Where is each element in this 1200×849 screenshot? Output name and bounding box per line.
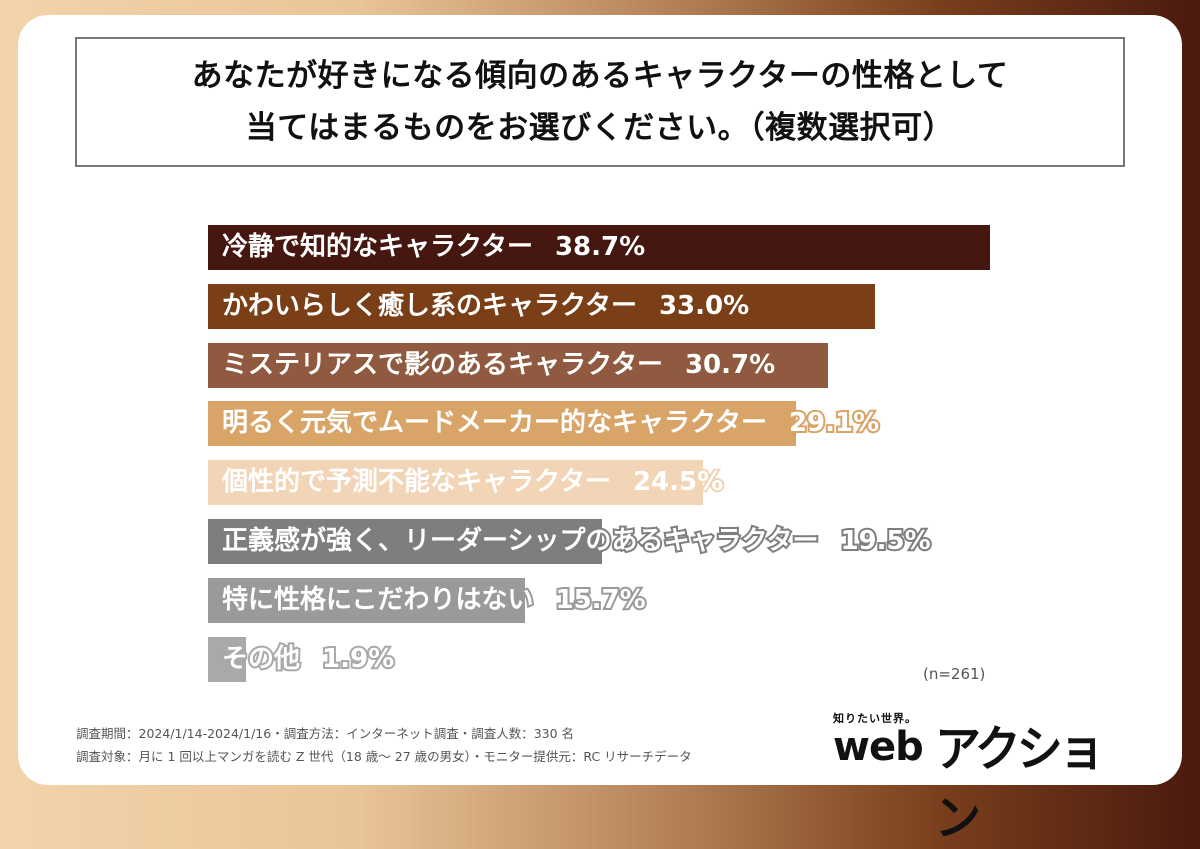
category-label: 冷静で知的なキャラクター: [220, 230, 535, 264]
bar-label: ミステリアスで影のあるキャラクター 30.7%: [220, 343, 777, 388]
bar-row: 特に性格にこだわりはない 15.7%: [208, 577, 1108, 623]
question-title-line-1: あなたが好きになる傾向のあるキャラクターの性格として: [191, 58, 1009, 94]
category-label: 特に性格にこだわりはない: [220, 583, 535, 617]
bar-row: 明るく元気でムードメーカー的なキャラクター 29.1%: [208, 401, 1108, 447]
bar: [208, 342, 829, 388]
bar-label: かわいらしく癒し系のキャラクター 33.0%: [220, 284, 751, 329]
bar-label: 正義感が強く、リーダーシップのあるキャラクター 19.5%: [220, 519, 933, 564]
bar-label: 個性的で予測不能なキャラクター 24.5%: [220, 460, 725, 505]
bar-label: 明るく元気でムードメーカー的なキャラクター 29.1%: [220, 401, 881, 446]
category-label: 明るく元気でムードメーカー的なキャラクター: [220, 406, 769, 440]
bar-row: 正義感が強く、リーダーシップのあるキャラクター 19.5%: [208, 519, 1108, 564]
bar-label: 冷静で知的なキャラクター 38.7%: [220, 225, 647, 270]
survey-footnote: 調査期間：2024/1/14-2024/1/16・調査方法：インターネット調査・…: [76, 722, 692, 768]
bar-label: 特に性格にこだわりはない 15.7%: [220, 578, 648, 623]
survey-period-method: 調査期間：2024/1/14-2024/1/16・調査方法：インターネット調査・…: [76, 726, 575, 741]
bar: [208, 225, 990, 270]
category-label: その他: [220, 642, 302, 676]
bar: [208, 401, 796, 447]
value-label: 15.7%: [553, 583, 647, 617]
web-action-logo: 知りたい世界。 web アクション: [833, 708, 1133, 846]
category-label: 正義感が強く、リーダーシップのあるキャラクター: [220, 524, 820, 558]
bar: [208, 519, 603, 564]
bar: [208, 577, 526, 623]
logo-tagline: 知りたい世界。: [833, 712, 917, 725]
bar: [208, 460, 704, 506]
bar-row: ミステリアスで影のあるキャラクター 30.7%: [208, 342, 1108, 388]
bar: [208, 636, 247, 682]
bar-row: その他 1.9%: [208, 636, 1108, 682]
question-title-line-2: 当てはまるものをお選びください。（複数選択可）: [245, 110, 955, 146]
bar-row: 個性的で予測不能なキャラクター 24.5%: [208, 460, 1108, 506]
logo-web-text: web: [833, 724, 924, 770]
survey-target-source: 調査対象：月に 1 回以上マンガを読む Z 世代（18 歳〜 27 歳の男女）・…: [76, 749, 692, 764]
value-label: 30.7%: [683, 348, 777, 382]
value-label: 29.1%: [787, 406, 881, 440]
category-label: かわいらしく癒し系のキャラクター: [220, 289, 639, 323]
bar-label: その他 1.9%: [220, 637, 396, 682]
value-label: 1.9%: [320, 642, 396, 676]
bar: [208, 283, 875, 329]
bar-row: かわいらしく癒し系のキャラクター 33.0%: [208, 283, 1108, 329]
value-label: 38.7%: [553, 230, 647, 264]
value-label: 24.5%: [631, 465, 725, 499]
logo-kana-text: アクション: [935, 720, 1105, 847]
value-label: 33.0%: [657, 289, 751, 323]
bar-row: 冷静で知的なキャラクター 38.7%: [208, 225, 1108, 270]
question-title-box: あなたが好きになる傾向のあるキャラクターの性格として 当てはまるものをお選びくだ…: [75, 37, 1125, 167]
category-label: 個性的で予測不能なキャラクター: [220, 465, 613, 499]
category-label: ミステリアスで影のあるキャラクター: [220, 348, 665, 382]
sample-size-label: (n=261): [923, 665, 986, 683]
chart-card: あなたが好きになる傾向のあるキャラクターの性格として 当てはまるものをお選びくだ…: [18, 15, 1182, 846]
horizontal-bar-chart: 冷静で知的なキャラクター 38.7% かわいらしく癒し系のキャラクター 33.0% ミス…: [18, 15, 1182, 785]
value-label: 19.5%: [838, 524, 932, 558]
